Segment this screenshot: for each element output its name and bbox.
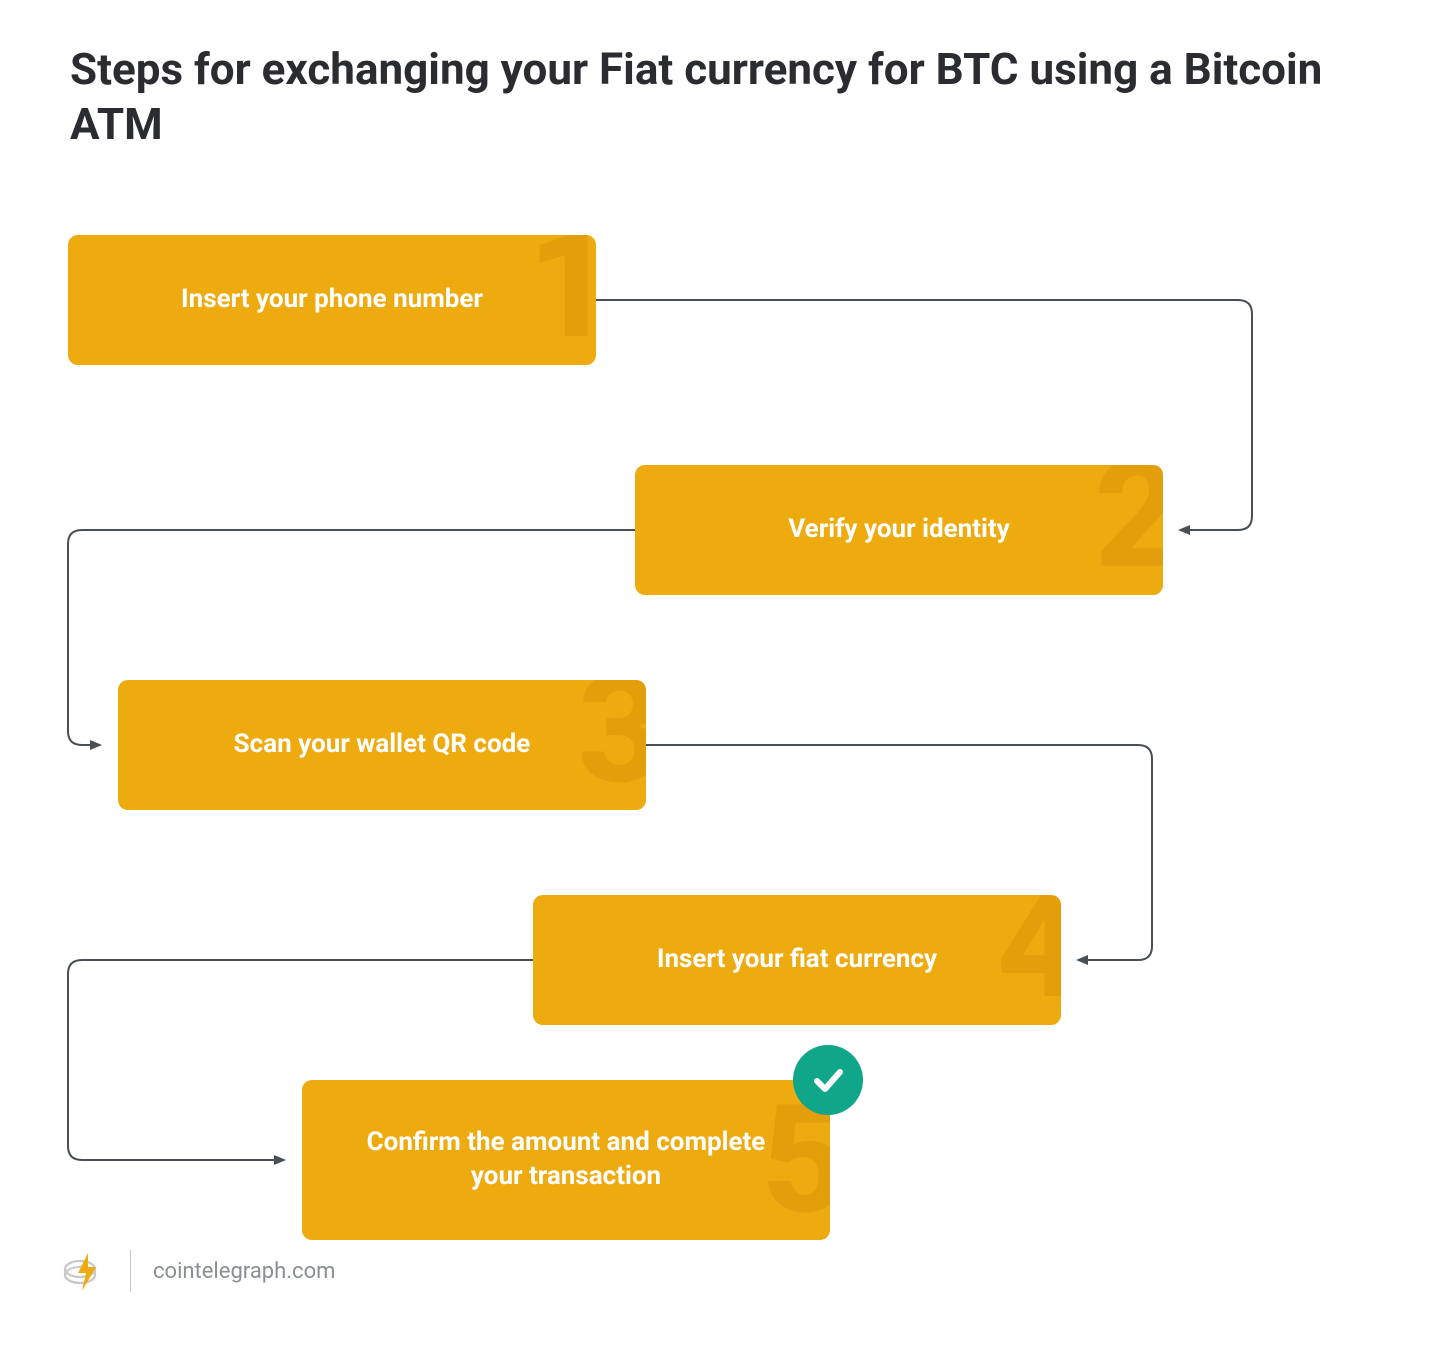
step-ghost-number: 4 xyxy=(997,895,1062,1020)
page-title: Steps for exchanging your Fiat currency … xyxy=(70,42,1350,152)
step-label: Scan your wallet QR code xyxy=(234,728,531,762)
step-label: Insert your fiat currency xyxy=(657,943,937,977)
step-ghost-number: 2 xyxy=(1095,465,1164,590)
step-label: Confirm the amount and complete your tra… xyxy=(342,1126,790,1194)
footer-divider xyxy=(130,1250,131,1292)
footer-site-label: cointelegraph.com xyxy=(153,1259,335,1284)
check-icon xyxy=(793,1045,863,1115)
step-label: Insert your phone number xyxy=(181,283,483,317)
step-4: 4 Insert your fiat currency xyxy=(533,895,1061,1025)
step-5: 5Confirm the amount and complete your tr… xyxy=(302,1080,830,1240)
step-label: Verify your identity xyxy=(788,513,1010,547)
step-ghost-number: 3 xyxy=(578,680,647,805)
step-ghost-number: 1 xyxy=(528,235,597,360)
cointelegraph-logo-icon xyxy=(60,1247,108,1295)
step-1: 1 Insert your phone number xyxy=(68,235,596,365)
footer: cointelegraph.com xyxy=(60,1247,335,1295)
step-3: 3 Scan your wallet QR code xyxy=(118,680,646,810)
step-2: 2 Verify your identity xyxy=(635,465,1163,595)
infographic-canvas: Steps for exchanging your Fiat currency … xyxy=(0,0,1450,1345)
